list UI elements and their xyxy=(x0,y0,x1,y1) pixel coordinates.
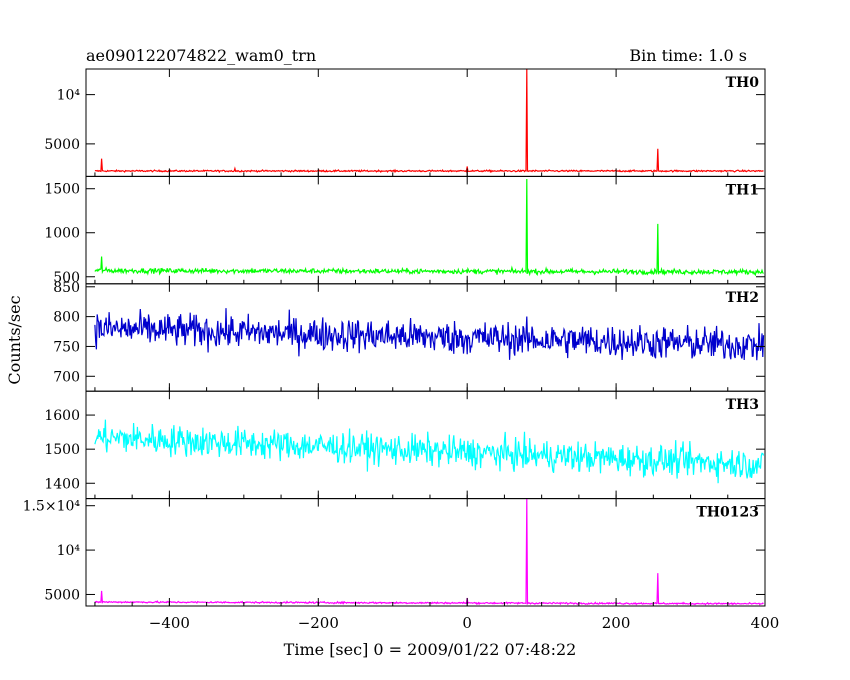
y-tick-label: 1600 xyxy=(44,408,80,424)
x-tick-label: −400 xyxy=(149,614,190,632)
y-axis-label: Counts/sec xyxy=(5,295,24,384)
y-tick-label: 10⁴ xyxy=(57,543,81,559)
chart-title: ae090122074822_wam0_trn xyxy=(86,46,316,65)
panel-frame xyxy=(85,175,766,285)
panel-frame xyxy=(85,68,766,177)
series-line-th0123 xyxy=(94,498,764,606)
panel-frame xyxy=(85,498,766,607)
panel-th2: 700 750 800 850 TH2 xyxy=(53,280,766,392)
panel-th0123: 5000 10⁴ 1.5×10⁴ TH0123 xyxy=(23,498,766,607)
panel-label: TH0123 xyxy=(696,505,759,521)
panel-label: TH3 xyxy=(726,397,759,413)
bin-time-label: Bin time: 1.0 s xyxy=(629,46,747,65)
series-line-th3 xyxy=(94,419,765,484)
y-tick-label: 1500 xyxy=(44,182,80,198)
y-tick-label: 700 xyxy=(53,369,80,385)
y-tick-label: 1000 xyxy=(44,226,80,242)
series-line-th2 xyxy=(94,308,765,361)
y-tick-label: 5000 xyxy=(44,587,80,603)
x-axis-label: Time [sec] 0 = 2009/01/22 07:48:22 xyxy=(284,640,577,659)
panel-th3: 1400 1500 1600 TH3 xyxy=(44,390,766,500)
panel-label: TH0 xyxy=(726,75,760,91)
x-tick-label: 0 xyxy=(462,614,472,632)
x-tick-label: 200 xyxy=(602,614,631,632)
x-tick-label: 400 xyxy=(751,614,780,632)
y-tick-label: 10⁴ xyxy=(57,88,81,104)
y-tick-label: 1400 xyxy=(44,476,80,492)
y-tick-label: 1500 xyxy=(44,442,80,458)
panel-label: TH2 xyxy=(726,290,759,306)
panel-th1: 500 1000 1500 TH1 xyxy=(44,175,766,286)
panel-label: TH1 xyxy=(726,182,759,198)
panels-group: 5000 10⁴ TH0 500 1000 1500 TH1 700 750 800 850 TH2 1… xyxy=(23,68,780,632)
y-tick-label: 1.5×10⁴ xyxy=(23,499,81,515)
series-line-th0 xyxy=(94,69,764,174)
panel-frame xyxy=(85,390,766,500)
y-tick-label: 500 xyxy=(53,270,80,286)
y-tick-label: 800 xyxy=(53,310,80,326)
y-tick-label: 750 xyxy=(53,339,80,355)
panel-th0: 5000 10⁴ TH0 xyxy=(44,68,766,177)
x-tick-label: −200 xyxy=(298,614,339,632)
y-tick-label: 850 xyxy=(53,280,80,296)
y-tick-label: 5000 xyxy=(44,137,80,153)
series-line-th1 xyxy=(94,178,764,277)
